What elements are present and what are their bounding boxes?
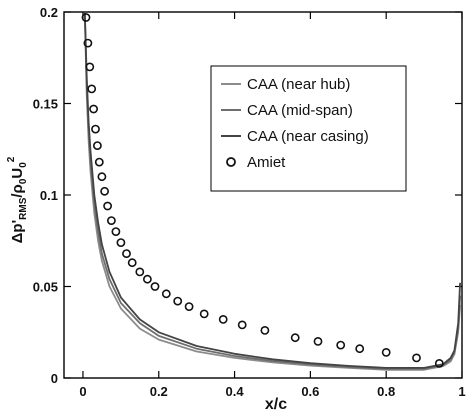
data-point-amiet	[122, 249, 131, 258]
series-layer	[81, 11, 461, 371]
y-tick-label: 0.1	[40, 188, 58, 203]
y-tick-label: 0.05	[33, 280, 58, 295]
data-point-amiet	[89, 104, 98, 114]
data-point-amiet	[87, 84, 97, 94]
x-axis-title: x/c	[265, 396, 287, 413]
x-tick-label: 1	[458, 384, 465, 399]
data-point-amiet	[290, 333, 300, 343]
legend-box	[210, 65, 407, 192]
series-line-caa-near-casing	[83, 11, 461, 369]
x-tick-label: 0.4	[226, 384, 245, 399]
data-point-amiet	[434, 358, 444, 368]
data-point-amiet	[336, 340, 346, 350]
data-point-amiet	[83, 38, 93, 48]
data-point-amiet	[135, 267, 145, 277]
data-point-amiet	[184, 302, 194, 311]
data-point-amiet	[107, 216, 116, 225]
data-point-amiet	[111, 227, 121, 236]
data-point-amiet	[81, 13, 91, 22]
data-point-amiet	[355, 344, 365, 354]
x-tick-label: 0.6	[301, 384, 319, 399]
x-tick-label: 0.2	[150, 384, 168, 399]
x-axis: 0 0.2 0.4 0.6 0.8 1	[79, 12, 466, 399]
legend-label-near-casing: CAA (near casing)	[247, 128, 369, 145]
data-point-amiet	[93, 141, 102, 150]
data-point-amiet	[85, 62, 95, 72]
y-tick-label: 0.15	[33, 97, 58, 112]
y-axis: 0 0.05 0.1 0.15 0.2	[33, 5, 462, 386]
legend: CAA (near hub) CAA (mid-span) CAA (near …	[210, 65, 407, 192]
x-tick-label: 0	[79, 384, 86, 399]
y-tick-label: 0	[51, 371, 58, 386]
legend-label-mid-span: CAA (mid-span)	[247, 102, 353, 119]
data-point-amiet	[237, 320, 247, 330]
y-tick-label: 0.2	[40, 5, 58, 20]
data-point-amiet	[100, 186, 109, 196]
data-point-amiet	[381, 347, 391, 357]
data-point-amiet	[150, 282, 160, 291]
x-tick-label: 0.8	[377, 384, 395, 399]
data-point-amiet	[412, 353, 421, 363]
data-point-amiet	[94, 157, 104, 167]
data-point-amiet	[173, 296, 183, 306]
data-point-amiet	[116, 238, 126, 247]
data-point-amiet	[199, 309, 209, 319]
legend-label-amiet: Amiet	[247, 154, 286, 171]
data-point-amiet	[103, 201, 112, 211]
y-axis-title: Δp'RMS/ρ0U02	[6, 156, 29, 243]
data-point-amiet	[260, 325, 270, 335]
data-point-amiet	[161, 289, 171, 299]
data-point-amiet	[142, 274, 152, 284]
data-point-amiet	[313, 336, 323, 346]
data-point-amiet	[127, 258, 137, 268]
data-point-amiet	[91, 124, 100, 134]
legend-marker-amiet	[226, 157, 236, 167]
legend-label-near-hub: CAA (near hub)	[247, 76, 350, 93]
data-point-amiet	[97, 172, 107, 182]
data-point-amiet	[218, 314, 228, 324]
